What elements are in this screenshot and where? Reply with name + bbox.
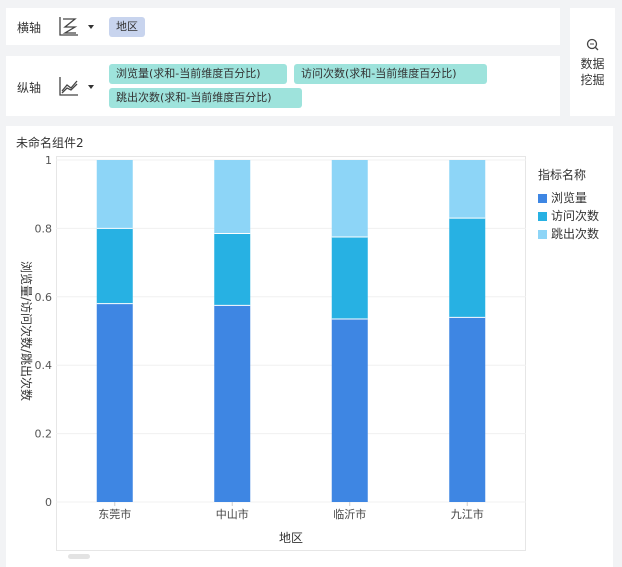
bar-segment-3-3[interactable] bbox=[331, 160, 368, 237]
chevron-down-icon[interactable] bbox=[88, 25, 94, 29]
bar-segment-3-2[interactable] bbox=[214, 160, 251, 234]
bar-segment-1-2[interactable] bbox=[214, 305, 251, 502]
chart-widget: 未命名组件2 0 0.2 0.4 0.6 0.8 1 东莞市 中山市 临沂市 九江市 浏览量/访… bbox=[6, 126, 613, 567]
bar-segment-1-3[interactable] bbox=[331, 319, 368, 502]
chart-title: 未命名组件2 bbox=[16, 136, 84, 150]
bar-segment-1-1[interactable] bbox=[96, 303, 133, 502]
y-axis-tag-browse[interactable]: 浏览量(求和-当前维度百分比) bbox=[109, 64, 287, 84]
chevron-down-icon[interactable] bbox=[88, 85, 94, 89]
legend-swatch bbox=[538, 194, 547, 203]
legend-item-bounce[interactable]: 跳出次数 bbox=[538, 225, 599, 242]
x-axis-tag-region[interactable]: 地区 bbox=[109, 17, 145, 37]
x-tick-label: 临沂市 bbox=[333, 507, 366, 521]
y-tick-label: 1 bbox=[45, 154, 52, 167]
legend-swatch bbox=[538, 212, 547, 221]
chart-type-icon[interactable] bbox=[58, 15, 98, 39]
horizontal-scrollbar-thumb[interactable] bbox=[68, 554, 90, 559]
x-tick-label: 中山市 bbox=[216, 507, 249, 521]
y-tick-label: 0.6 bbox=[35, 291, 53, 304]
data-mining-button[interactable]: 数据 挖掘 bbox=[570, 8, 615, 116]
bar-segment-3-1[interactable] bbox=[96, 160, 133, 229]
legend-item-browse[interactable]: 浏览量 bbox=[538, 189, 587, 206]
legend-title: 指标名称 bbox=[538, 168, 587, 182]
x-axis-row: 横轴 地区 bbox=[6, 8, 560, 45]
y-axis-tag-bounce[interactable]: 跳出次数(求和-当前维度百分比) bbox=[109, 88, 302, 108]
search-mining-icon bbox=[586, 38, 599, 51]
x-tick-label: 九江市 bbox=[451, 507, 484, 521]
x-tick-label: 东莞市 bbox=[98, 507, 131, 521]
bar-segment-1-4[interactable] bbox=[449, 317, 486, 502]
bar-segment-2-3[interactable] bbox=[331, 236, 368, 320]
y-tick-label: 0.4 bbox=[35, 359, 53, 372]
y-axis-title: 浏览量/访问次数/跳出次数 bbox=[19, 261, 34, 401]
y-axis-tag-visits[interactable]: 访问次数(求和-当前维度百分比) bbox=[294, 64, 487, 84]
y-axis-label: 纵轴 bbox=[17, 81, 42, 95]
data-mining-label-line2: 挖掘 bbox=[580, 73, 605, 87]
y-tick-label: 0 bbox=[45, 496, 52, 509]
legend-item-visits[interactable]: 访问次数 bbox=[538, 207, 599, 224]
y-tick-label: 0.8 bbox=[35, 222, 53, 235]
y-axis-row: 纵轴 浏览量(求和-当前维度百分比) 访问次数(求和-当前维度百分比) 跳出次数… bbox=[6, 56, 560, 116]
legend-label: 浏览量 bbox=[551, 191, 588, 205]
bar-segment-2-2[interactable] bbox=[214, 233, 251, 306]
data-mining-label-line1: 数据 bbox=[580, 57, 605, 71]
legend-label: 访问次数 bbox=[551, 209, 600, 223]
bar-segment-3-4[interactable] bbox=[449, 160, 486, 219]
x-axis-title: 地区 bbox=[279, 531, 303, 545]
bar-segment-2-1[interactable] bbox=[96, 228, 133, 304]
legend-swatch bbox=[538, 230, 547, 239]
stacked-bar-chart: 0 0.2 0.4 0.6 0.8 1 东莞市 中山市 临沂市 九江市 浏览量/访问次数/跳出次… bbox=[19, 154, 526, 545]
data-mining-label: 数据 挖掘 bbox=[570, 56, 615, 88]
legend-label: 跳出次数 bbox=[551, 227, 600, 241]
x-axis-label: 横轴 bbox=[17, 21, 42, 35]
bar-segment-2-4[interactable] bbox=[449, 218, 486, 318]
chart-frame bbox=[56, 156, 526, 551]
y-tick-label: 0.2 bbox=[35, 428, 53, 441]
line-chart-icon[interactable] bbox=[58, 75, 98, 99]
